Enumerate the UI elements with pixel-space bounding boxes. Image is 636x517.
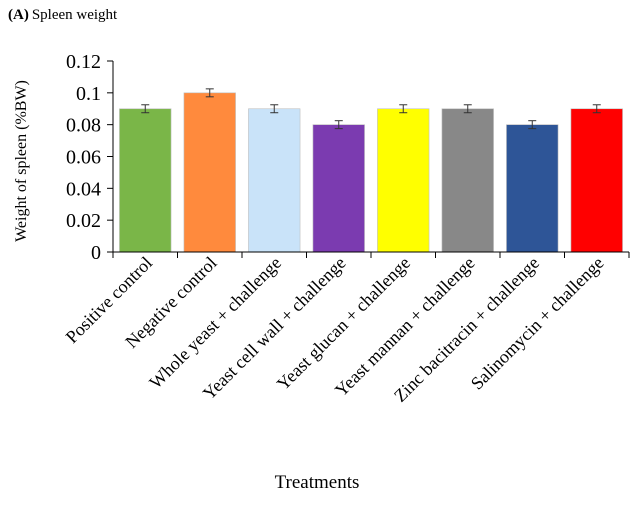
y-tick-label: 0.12 (66, 51, 101, 73)
bar (441, 108, 494, 253)
x-tick-label: Whole yeast + challenge (145, 253, 285, 393)
error-bar (399, 104, 408, 114)
error-bar (334, 120, 343, 130)
panel-title-text: Spleen weight (31, 7, 118, 23)
error-bar (141, 104, 150, 114)
x-ticks-group (112, 252, 630, 258)
y-tick-label: 0.08 (66, 115, 101, 137)
y-tick-label: 0.02 (66, 210, 101, 232)
bar (312, 124, 365, 253)
error-bar (205, 88, 214, 98)
y-tick-label: 0.1 (76, 83, 101, 105)
y-ticks-group: 0 0.02 0.04 0.06 0.08 0.1 0.12 (66, 51, 113, 264)
bar (570, 108, 623, 253)
y-tick-label: 0.06 (66, 147, 101, 169)
panel-title: (A) Spleen weight (8, 7, 117, 24)
error-bar (463, 104, 472, 114)
y-axis-label: Weight of spleen (%BW) (13, 80, 30, 242)
error-bar (270, 104, 279, 114)
error-bar (528, 120, 537, 130)
bar (377, 108, 430, 253)
bar (248, 108, 301, 253)
y-tick-label: 0 (91, 242, 101, 264)
error-bar (592, 104, 601, 114)
bars-group (119, 92, 623, 253)
error-bars-group (141, 88, 601, 130)
y-tick-label: 0.04 (66, 178, 101, 200)
x-tick-label: Salinomycin + challenge (467, 253, 608, 394)
x-axis-label: Treatments (275, 472, 360, 493)
bar (506, 124, 559, 253)
panel-tag-label: (A) (8, 7, 29, 23)
bar (119, 108, 172, 253)
bar (183, 92, 236, 253)
